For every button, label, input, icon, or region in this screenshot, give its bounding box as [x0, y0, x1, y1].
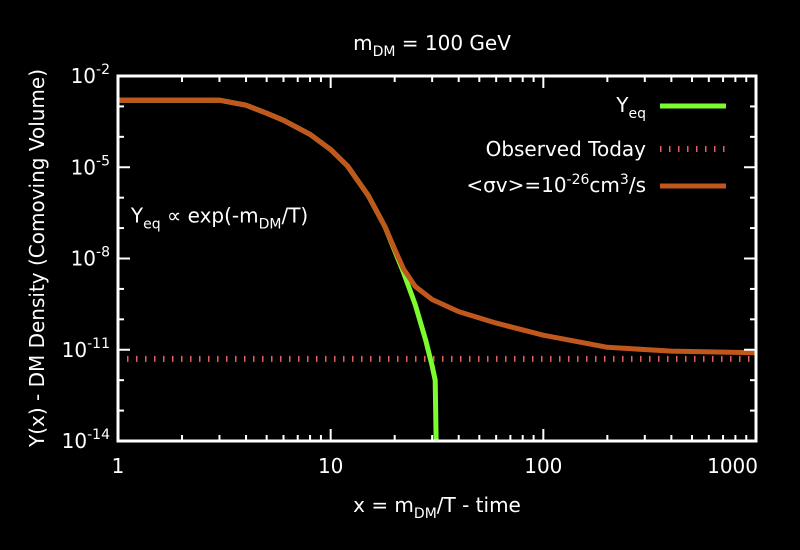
y-axis-label: Y(x) - DM Density (Comoving Volume): [25, 69, 49, 448]
chart-title: mDM = 100 GeV: [353, 31, 511, 60]
y-tick-label: 10-2: [71, 62, 110, 88]
legend-label-observed: Observed Today: [486, 137, 647, 161]
legend-label-sigma-v: <σv>=10-26cm3/s: [466, 172, 646, 197]
x-tick-label: 1: [112, 454, 125, 478]
legend-label-yeq: Yeq: [615, 93, 646, 122]
legend: Yeq Observed Today <σv>=10-26cm3/s: [466, 93, 726, 197]
yeq-annotation: Yeq ∝ exp(-mDM/T): [130, 204, 308, 233]
series-line-sigma-v: [118, 97, 756, 356]
y-tick-label: 10-8: [71, 245, 110, 271]
y-tick-label: 10-5: [71, 153, 110, 179]
series-line-yeq: [118, 97, 439, 441]
axes: 1 10 100 1000 10-14 10-11 10-8 10-5 10-2: [62, 62, 758, 478]
plot-area: [118, 97, 756, 441]
y-tick-label: 10-14: [62, 427, 110, 453]
x-tick-label: 100: [524, 454, 562, 478]
x-axis-label: x = mDM/T - time: [353, 493, 521, 522]
y-tick-label: 10-11: [62, 336, 110, 362]
x-tick-label: 1000: [707, 454, 758, 478]
x-tick-label: 10: [318, 454, 343, 478]
